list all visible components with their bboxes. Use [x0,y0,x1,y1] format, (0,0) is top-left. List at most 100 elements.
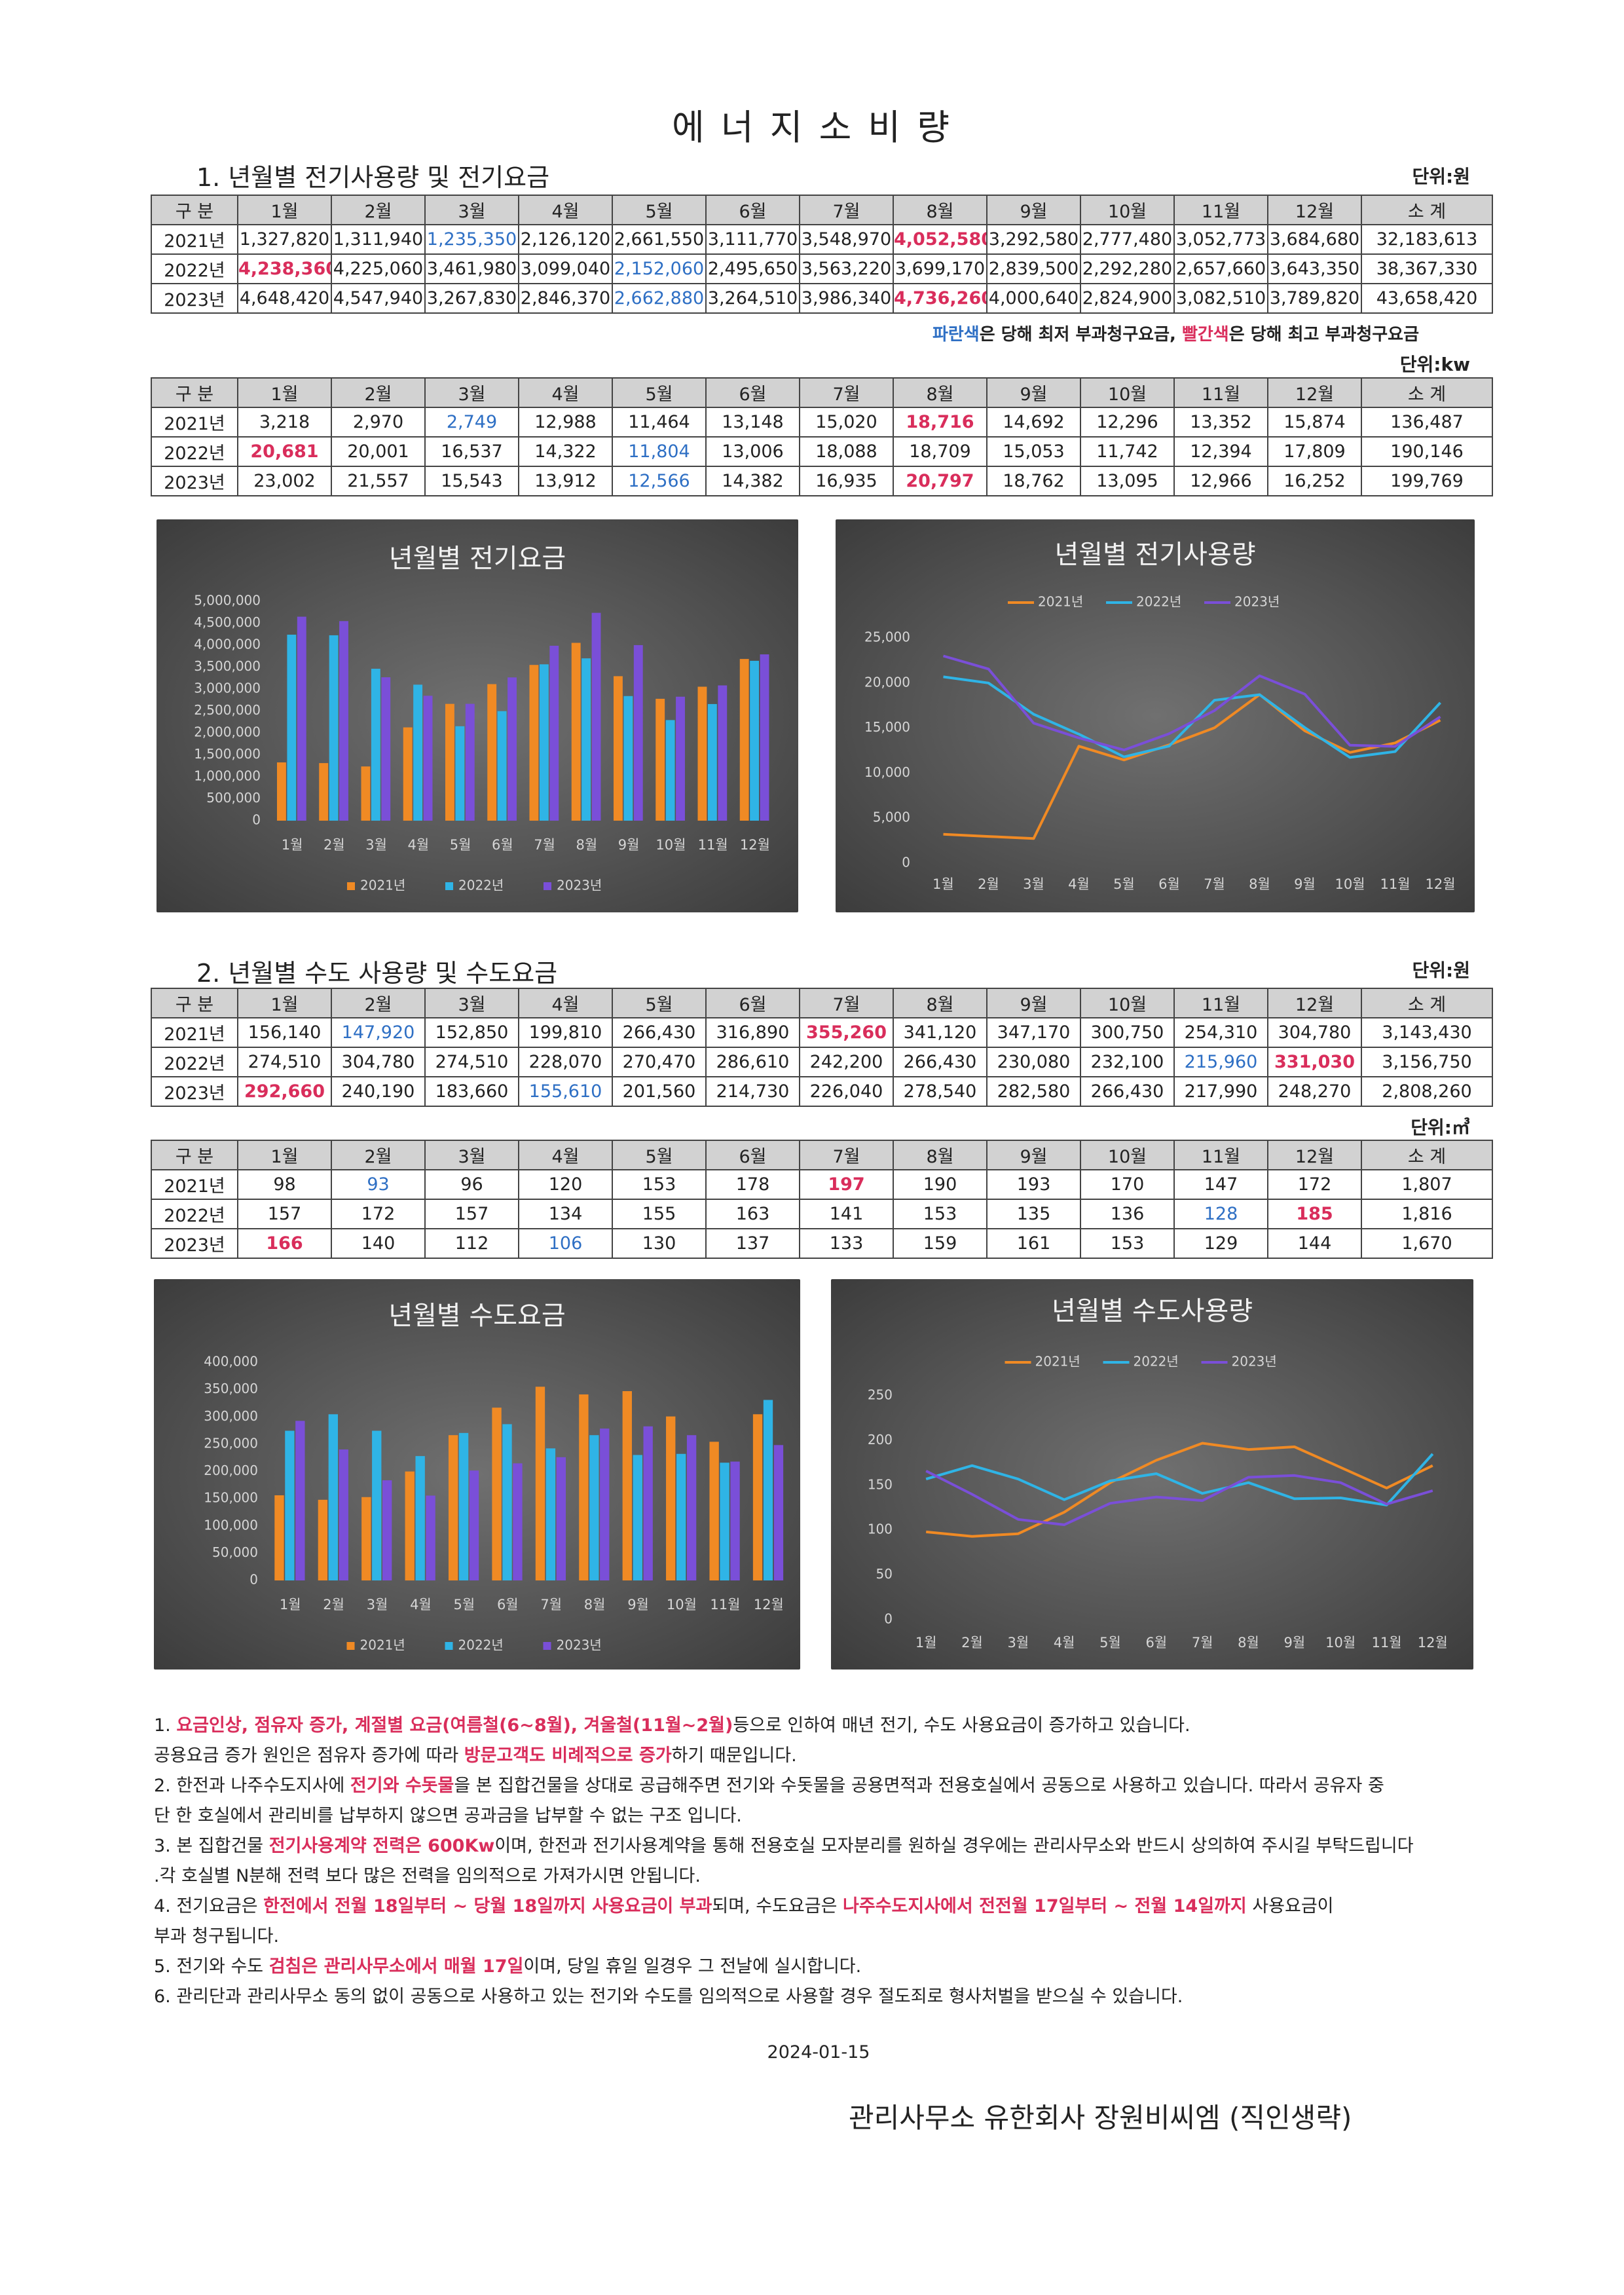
note-line: 부과 청구됩니다. [154,1922,1624,1952]
legend-label: 2023년 [1234,594,1280,610]
line-series [926,1442,1433,1538]
bar [328,1414,339,1580]
table-row: 2023년 292,660 240,190 183,660 155,610 201,560… [151,1076,1493,1107]
table-cell: 112 [424,1228,519,1259]
table-cell: 2,839,500 [986,253,1081,284]
table-cell: 3,789,820 [1267,283,1362,314]
table-cell: 98 [237,1169,332,1200]
bar [297,616,306,821]
table-cell: 278,540 [893,1076,987,1107]
table-cell: 153 [1080,1228,1175,1259]
table-cell: 1,235,350 [424,224,519,255]
legend-label: 2022년 [1136,594,1181,610]
table-cell: 178 [705,1169,800,1200]
x-tick-label: 7월 [1204,876,1225,892]
table-cell: 254,310 [1173,1017,1268,1048]
x-tick-label: 2월 [323,837,345,853]
y-tick-label: 100,000 [204,1517,258,1533]
text-segment: 6. 관리단과 관리사무소 동의 없이 공동으로 사용하고 있는 전기와 수도를… [154,1987,1183,2007]
table-cell: 292,660 [237,1076,332,1107]
table-cell: 2,126,120 [518,224,613,255]
x-tick-label: 1월 [932,876,954,892]
header-cell: 3월 [424,988,519,1018]
header-cell: 6월 [705,377,800,408]
table-cell: 20,797 [893,466,987,496]
header-cell: 12월 [1267,377,1362,408]
table-cell: 1,311,940 [331,224,426,255]
table-cell: 232,100 [1080,1047,1175,1077]
bar [318,1499,328,1580]
table-cell: 14,382 [705,466,800,496]
x-tick-label: 5월 [450,837,471,853]
table-cell: 147 [1173,1169,1268,1200]
text-segment: 부과 청구됩니다. [154,1926,280,1947]
table-cell: 136 [1080,1199,1175,1229]
bar [507,677,517,821]
bar [448,1435,458,1580]
table-cell: 3,099,040 [518,253,613,284]
table-cell: 4,547,940 [331,283,426,314]
bar [502,1424,512,1580]
header-cell: 10월 [1080,195,1175,225]
table-cell: 2,777,480 [1080,224,1175,255]
unit-label: 단위:kw [1399,354,1470,375]
table-cell: 17,809 [1267,436,1362,467]
header-cell: 1월 [237,195,332,225]
header-cell: 10월 [1080,988,1175,1018]
table-cell: 316,890 [705,1017,800,1048]
header-cell: 5월 [612,1140,707,1170]
note-line: 4. 전기요금은 한전에서 전월 18일부터 ~ 당월 18일까지 사용요금이 … [154,1892,1624,1922]
table-cell: 11,804 [612,436,707,467]
text-segment: 빨간색 [1181,325,1229,345]
text-segment: 3. 본 집합건물 [154,1836,269,1856]
table-cell: 93 [331,1169,426,1200]
bar [339,621,348,821]
x-tick-label: 7월 [540,1597,562,1613]
table-cell: 18,088 [799,436,894,467]
header-cell: 5월 [612,988,707,1018]
header-cell: 4월 [518,988,613,1018]
chart-title: 년월별 전기요금 [389,544,566,574]
y-tick-label: 200 [868,1432,893,1447]
bar [676,1453,686,1580]
table-cell: 23,002 [237,466,332,496]
table-cell: 226,040 [799,1076,894,1107]
y-tick-label: 5,000 [873,810,910,825]
legend-label: 2022년 [458,1637,504,1653]
bar [600,1428,610,1580]
x-tick-label: 11월 [1380,876,1410,892]
table-cell: 38,367,330 [1361,253,1493,284]
y-tick-label: 150,000 [204,1490,258,1506]
table-cell: 248,270 [1267,1076,1362,1107]
x-tick-label: 9월 [1294,876,1316,892]
header-cell: 10월 [1080,1140,1175,1170]
table-cell: 137 [705,1228,800,1259]
data-table: 구 분 1월 2월 3월 4월 5월 6월 7월 8월 9월 10월 11월 12월 소 계 2021년 1,… [151,195,1493,314]
chart-svg: 년월별 전기요금 0 500,000 1,000,000 1,500,000 2,000,… [194,544,770,893]
bar [445,703,454,821]
table-cell: 3,082,510 [1173,283,1268,314]
table-cell: 3,461,980 [424,253,519,284]
bar [773,1445,784,1580]
x-tick-label: 9월 [618,837,640,853]
bar [697,686,707,821]
x-tick-label: 4월 [408,837,430,853]
bar [643,1426,653,1580]
table-cell: 4,648,420 [237,283,332,314]
table-cell: 3,143,430 [1361,1017,1493,1048]
table-cell: 157 [237,1199,332,1229]
table-cell: 21,557 [331,466,426,496]
y-tick-label: 4,000,000 [194,637,261,652]
table-cell: 274,510 [424,1047,519,1077]
header-cell: 5월 [612,377,707,408]
header-cell: 7월 [799,195,894,225]
bar [622,1390,632,1580]
table-cell: 240,190 [331,1076,426,1107]
row-label: 2022년 [151,1199,238,1229]
bar [469,1470,479,1580]
text-segment: 하기 때문입니다. [671,1745,797,1766]
chart-title: 년월별 전기사용량 [1054,540,1255,570]
header-cell: 소 계 [1361,988,1493,1018]
y-tick-label: 400,000 [204,1354,258,1370]
legend-label: 2023년 [557,878,602,893]
